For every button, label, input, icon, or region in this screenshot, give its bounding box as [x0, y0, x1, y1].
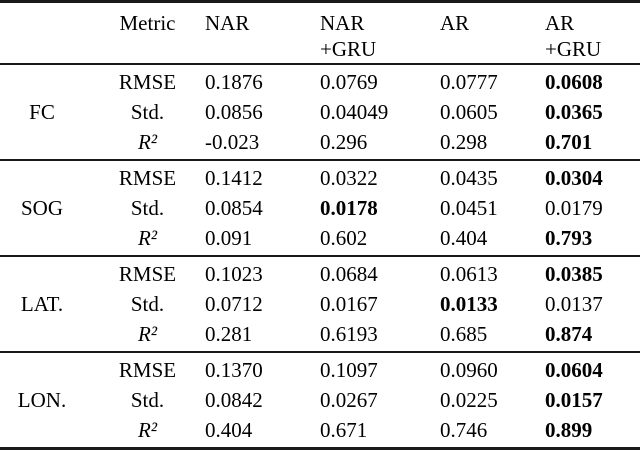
row-group-label: FC — [29, 99, 55, 124]
metric-label: Std. — [130, 195, 165, 220]
cell-value: 0.746 — [440, 417, 488, 442]
row-group-label: LAT. — [20, 291, 64, 316]
cell-value: 0.0777 — [440, 69, 498, 94]
table-section-lon: LON. RMSE 0.1370 0.1097 0.0960 0.0604 St… — [0, 353, 640, 447]
column-header-line1: AR — [440, 11, 470, 35]
cell-value: 0.1370 — [205, 357, 263, 382]
column-header-ar: AR — [440, 10, 545, 63]
metric-label-r-squared: R² — [137, 417, 158, 442]
metric-label: RMSE — [118, 357, 177, 382]
cell-value: 0.404 — [205, 417, 253, 442]
cell-value: 0.899 — [545, 417, 593, 442]
cell-value: 0.0604 — [545, 357, 603, 382]
cell-value: 0.1412 — [205, 165, 263, 190]
cell-value: 0.0960 — [440, 357, 498, 382]
column-header-line1: NAR — [205, 11, 250, 35]
row-group-label: SOG — [20, 195, 63, 220]
cell-value: 0.0842 — [205, 387, 263, 412]
cell-value: 0.0304 — [545, 165, 603, 190]
table-section-lat: LAT. RMSE 0.1023 0.0684 0.0613 0.0385 St… — [0, 257, 640, 353]
cell-value: 0.701 — [545, 129, 593, 154]
metric-label: RMSE — [118, 69, 177, 94]
cell-value: 0.6193 — [320, 321, 378, 346]
cell-value: 0.1023 — [205, 261, 263, 286]
cell-value: 0.0854 — [205, 195, 263, 220]
cell-value: 0.0769 — [320, 69, 378, 94]
column-header-line2: +GRU — [320, 37, 377, 61]
metric-label: RMSE — [118, 261, 177, 286]
cell-value: 0.0365 — [545, 99, 603, 124]
cell-value: 0.0712 — [205, 291, 263, 316]
column-header-nar-gru: NAR +GRU — [320, 10, 440, 63]
table-section-sog: SOG RMSE 0.1412 0.0322 0.0435 0.0304 Std… — [0, 161, 640, 257]
metric-label-r-squared: R² — [137, 321, 158, 346]
metric-label: Std. — [130, 291, 165, 316]
metric-label: Std. — [130, 99, 165, 124]
cell-value: 0.0608 — [545, 69, 603, 94]
metric-label-r-squared: R² — [137, 129, 158, 154]
cell-value: 0.0157 — [545, 387, 603, 412]
cell-value: 0.671 — [320, 417, 368, 442]
cell-value: 0.0133 — [440, 291, 498, 316]
cell-value: 0.0178 — [320, 195, 378, 220]
cell-value: 0.0451 — [440, 195, 498, 220]
cell-value: 0.298 — [440, 129, 488, 154]
cell-value: 0.0385 — [545, 261, 603, 286]
cell-value: 0.0613 — [440, 261, 498, 286]
column-header-empty — [0, 10, 90, 63]
cell-value: 0.281 — [205, 321, 253, 346]
column-header-nar: NAR — [205, 10, 320, 63]
table-section-fc: FC RMSE 0.1876 0.0769 0.0777 0.0608 Std.… — [0, 65, 640, 161]
cell-value: 0.0179 — [545, 195, 603, 220]
cell-value: 0.0267 — [320, 387, 378, 412]
cell-value: 0.793 — [545, 225, 593, 250]
cell-value: -0.023 — [205, 129, 260, 154]
column-header-line1: NAR — [320, 11, 365, 35]
cell-value: 0.0137 — [545, 291, 603, 316]
cell-value: 0.0225 — [440, 387, 498, 412]
column-header-metric: Metric — [119, 11, 176, 35]
metric-label: Std. — [130, 387, 165, 412]
cell-value: 0.1876 — [205, 69, 263, 94]
cell-value: 0.0684 — [320, 261, 378, 286]
column-header-line2: +GRU — [545, 37, 602, 61]
cell-value: 0.0435 — [440, 165, 498, 190]
cell-value: 0.874 — [545, 321, 593, 346]
cell-value: 0.602 — [320, 225, 368, 250]
metric-label-r-squared: R² — [137, 225, 158, 250]
cell-value: 0.0322 — [320, 165, 378, 190]
column-header-ar-gru: AR +GRU — [545, 10, 640, 63]
cell-value: 0.1097 — [320, 357, 378, 382]
cell-value: 0.0167 — [320, 291, 378, 316]
cell-value: 0.0605 — [440, 99, 498, 124]
column-header-line1: AR — [545, 11, 575, 35]
cell-value: 0.0856 — [205, 99, 263, 124]
cell-value: 0.296 — [320, 129, 368, 154]
cell-value: 0.091 — [205, 225, 253, 250]
row-group-label: LON. — [17, 387, 67, 412]
cell-value: 0.04049 — [320, 99, 389, 124]
table-header: Metric NAR NAR +GRU AR AR +GRU — [0, 3, 640, 65]
cell-value: 0.685 — [440, 321, 488, 346]
metric-label: RMSE — [118, 165, 177, 190]
cell-value: 0.404 — [440, 225, 488, 250]
